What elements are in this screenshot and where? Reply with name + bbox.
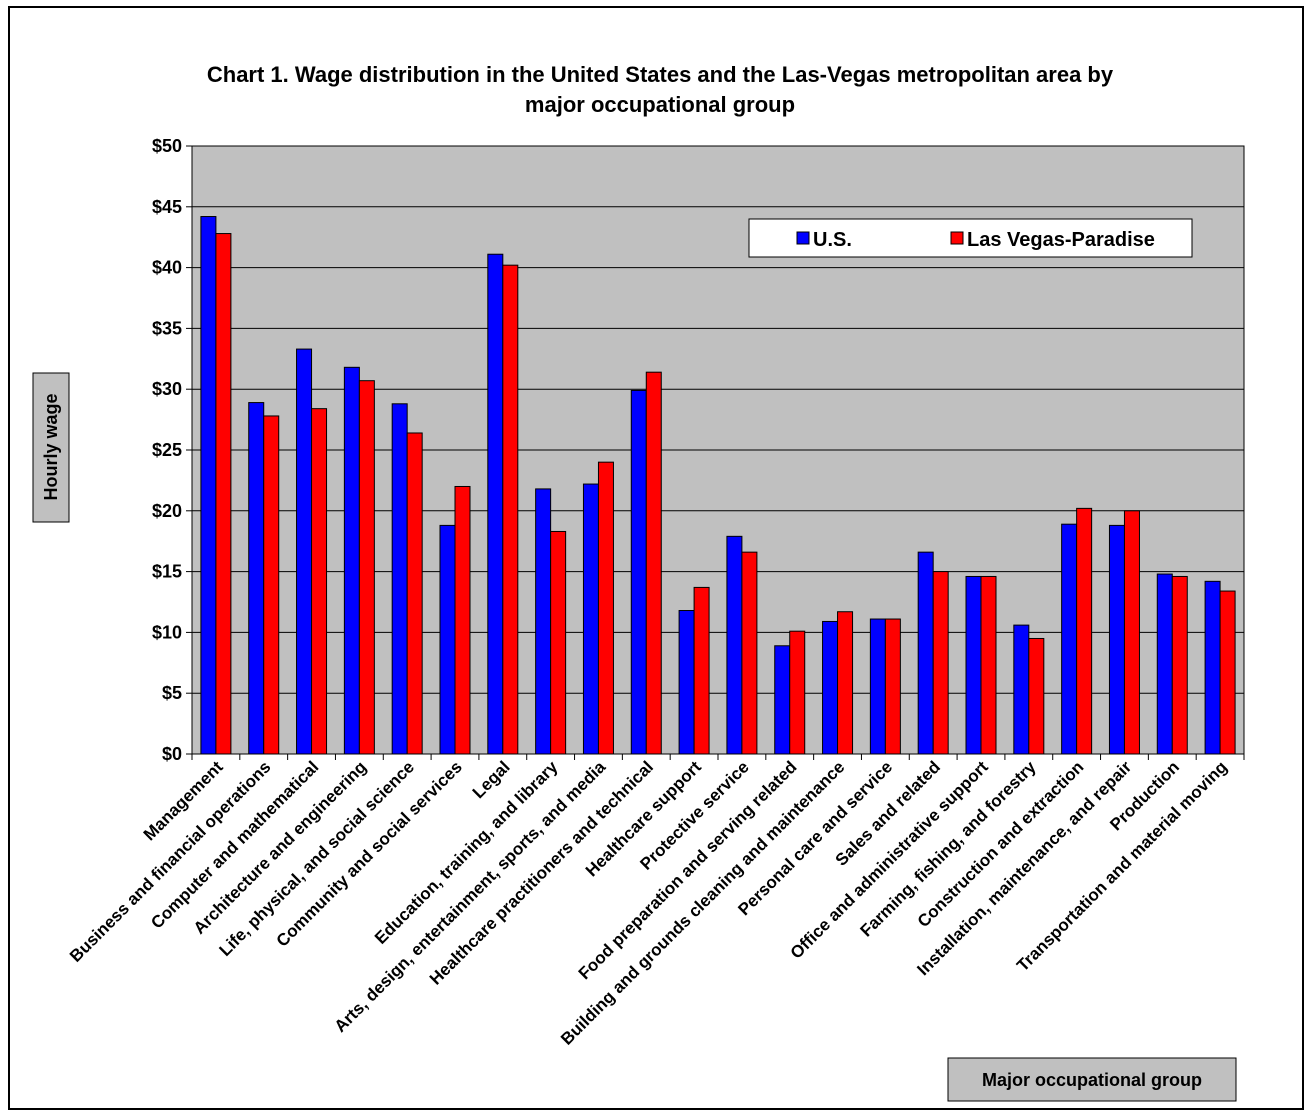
x-axis-title-box: [947, 1057, 1237, 1102]
legend-label-las-vegas: Las Vegas-Paradise: [967, 229, 1155, 251]
bar-las-vegas-paradise-management: [215, 233, 232, 755]
y-tick-label: $5: [162, 683, 182, 703]
legend-swatch-us: [796, 231, 810, 245]
bar-u-s-education-training-and-library: [535, 488, 552, 755]
bar-las-vegas-paradise-legal: [502, 264, 519, 755]
bars: [200, 216, 1236, 755]
bar-las-vegas-paradise-business-and-financial-operations: [263, 415, 280, 755]
bar-las-vegas-paradise-life-physical-and-social-science: [406, 432, 423, 755]
bar-u-s-legal: [487, 253, 504, 755]
legend-label-us: U.S.: [813, 229, 852, 251]
legend-box: [748, 218, 1193, 258]
legend: U.S. Las Vegas-Paradise: [748, 218, 1193, 258]
y-tick-label: $0: [162, 744, 182, 764]
y-tick-labels: $0 $5 $10 $15 $20 $25 $30 $35 $40 $45 $50: [152, 136, 182, 764]
bar-u-s-farming-fishing-and-forestry: [1013, 624, 1030, 755]
bar-las-vegas-paradise-personal-care-and-service: [884, 618, 901, 755]
x-axis-title-text: Major occupational group: [982, 1070, 1202, 1090]
bar-u-s-protective-service: [726, 535, 743, 755]
chart-title: Chart 1. Wage distribution in the United…: [207, 62, 1114, 117]
bar-las-vegas-paradise-office-and-administrative-support: [980, 575, 997, 755]
y-axis-title-box: [32, 372, 70, 523]
bar-u-s-computer-and-mathematical: [296, 348, 313, 755]
chart-title-line-1: Chart 1. Wage distribution in the United…: [207, 62, 1114, 87]
x-axis-title: Major occupational group: [947, 1057, 1237, 1102]
y-tick-label: $40: [152, 258, 182, 278]
bar-las-vegas-paradise-community-and-social-services: [454, 485, 471, 755]
bar-las-vegas-paradise-protective-service: [741, 551, 758, 755]
bar-las-vegas-paradise-computer-and-mathematical: [311, 408, 328, 755]
y-tick-label: $45: [152, 197, 182, 217]
bar-u-s-office-and-administrative-support: [965, 575, 982, 755]
y-tick-label: $10: [152, 622, 182, 642]
bar-las-vegas-paradise-farming-fishing-and-forestry: [1028, 637, 1045, 755]
bar-las-vegas-paradise-building-and-grounds-cleaning-and-maintenance: [837, 611, 854, 755]
y-tick-label: $15: [152, 562, 182, 582]
bar-u-s-personal-care-and-service: [869, 618, 886, 755]
bar-las-vegas-paradise-construction-and-extraction: [1076, 507, 1093, 755]
legend-swatch-las-vegas: [950, 231, 964, 245]
bar-u-s-life-physical-and-social-science: [391, 403, 408, 755]
bar-u-s-healthcare-practitioners-and-technical: [630, 389, 647, 755]
y-axis-title-text: Hourly wage: [41, 393, 61, 500]
chart-title-line-2: major occupational group: [525, 92, 795, 117]
bar-las-vegas-paradise-education-training-and-library: [550, 530, 567, 755]
bar-las-vegas-paradise-installation-maintenance-and-repair: [1123, 510, 1140, 755]
bar-las-vegas-paradise-architecture-and-engineering: [358, 380, 375, 755]
bar-u-s-sales-and-related: [917, 551, 934, 755]
bar-u-s-arts-design-entertainment-sports-and-media: [582, 483, 599, 755]
y-tick-label: $35: [152, 318, 182, 338]
x-category-label: Farming, fishing, and forestry: [857, 757, 1040, 940]
bar-u-s-production: [1156, 573, 1173, 755]
y-tick-label: $25: [152, 440, 182, 460]
bar-u-s-architecture-and-engineering: [343, 366, 360, 755]
y-tick-label: $30: [152, 379, 182, 399]
bar-u-s-food-preparation-and-serving-related: [774, 645, 791, 755]
x-category-label: Legal: [469, 757, 514, 802]
bar-las-vegas-paradise-sales-and-related: [932, 571, 949, 755]
bar-las-vegas-paradise-arts-design-entertainment-sports-and-media: [597, 461, 614, 755]
bar-las-vegas-paradise-healthcare-support: [693, 586, 710, 755]
x-category-label: Healthcare practitioners and technical: [426, 757, 657, 988]
bar-u-s-transportation-and-material-moving: [1204, 580, 1221, 755]
bar-u-s-building-and-grounds-cleaning-and-maintenance: [822, 620, 839, 755]
bar-u-s-construction-and-extraction: [1061, 523, 1078, 755]
y-tick-label: $50: [152, 136, 182, 156]
x-category-label: Architecture and engineering: [190, 757, 370, 937]
bar-las-vegas-paradise-healthcare-practitioners-and-technical: [645, 371, 662, 755]
bar-las-vegas-paradise-production: [1171, 575, 1188, 755]
bar-las-vegas-paradise-transportation-and-material-moving: [1219, 590, 1236, 755]
bar-u-s-installation-maintenance-and-repair: [1108, 524, 1125, 755]
bar-u-s-business-and-financial-operations: [248, 402, 265, 755]
y-tick-label: $20: [152, 501, 182, 521]
y-axis-title: Hourly wage: [32, 372, 70, 523]
bar-u-s-management: [200, 216, 217, 755]
bar-u-s-healthcare-support: [678, 610, 695, 755]
axes: [186, 145, 1245, 760]
bar-las-vegas-paradise-food-preparation-and-serving-related: [789, 630, 806, 755]
bar-u-s-community-and-social-services: [439, 524, 456, 755]
